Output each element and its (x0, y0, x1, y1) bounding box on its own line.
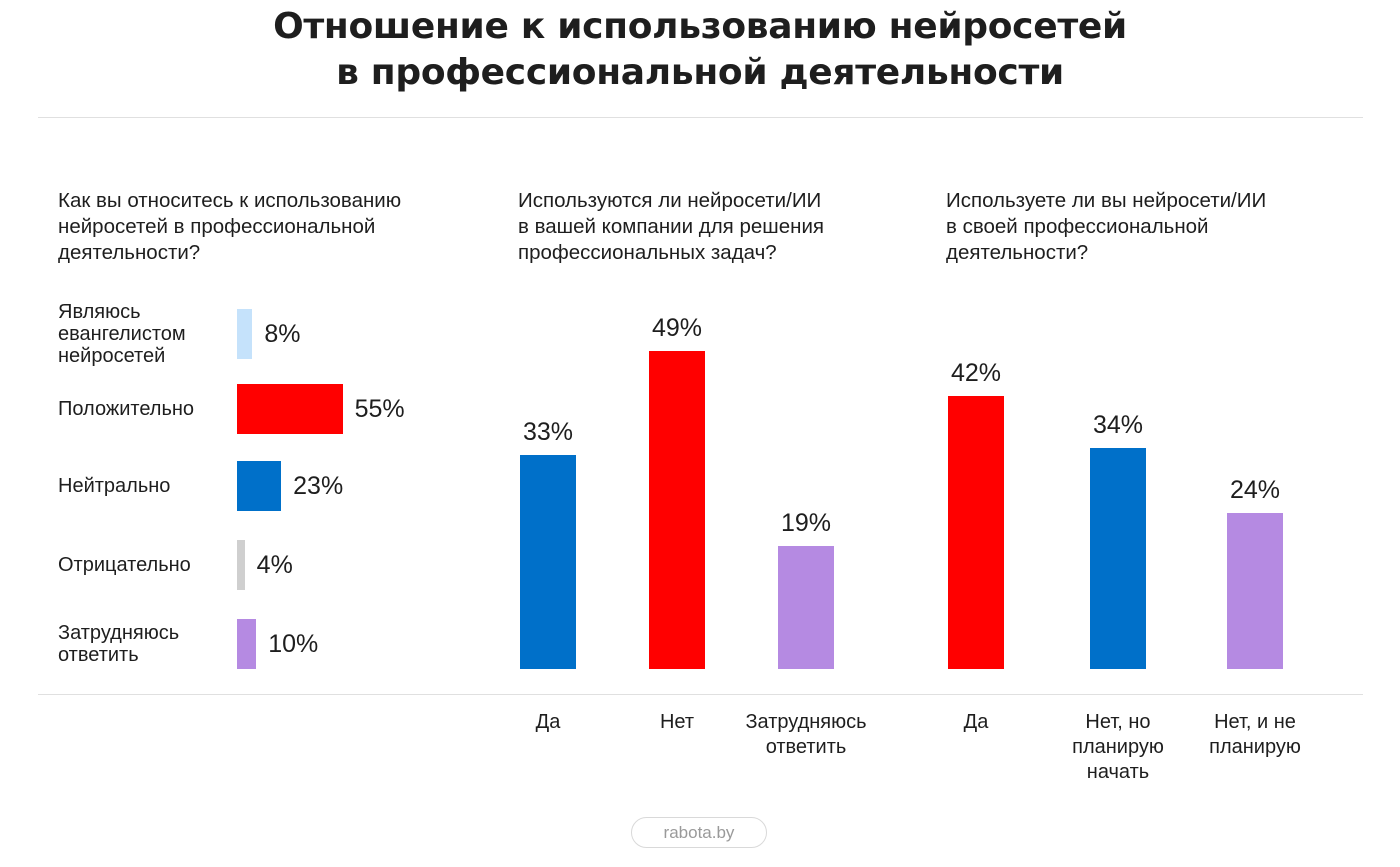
question-3: Используете ли вы нейросети/ИИ в своей п… (946, 188, 1266, 266)
bar-value-label: 24% (1229, 476, 1281, 504)
question-3-line: в своей профессиональной (946, 215, 1209, 238)
bar-category-label-line: нейросетей (58, 345, 166, 367)
bar (237, 619, 257, 669)
question-1-line: деятельности? (58, 241, 201, 264)
bar-value-label: 49% (651, 313, 703, 342)
bar-category-label-line: ответить (58, 644, 139, 666)
bar-category-label-line: планирую (1072, 736, 1164, 758)
bar-category-label: Затрудняюсь ответить (716, 710, 896, 760)
baseline-divider (38, 694, 1363, 695)
bar-value-label: 55% (354, 395, 405, 423)
question-2-line: в вашей компании для решения (518, 215, 824, 238)
question-2-line: профессиональных задач? (518, 241, 777, 264)
bar-category-label-line: Затрудняюсь (745, 711, 867, 733)
bar-value-label: 33% (522, 417, 574, 446)
bar (520, 454, 576, 669)
chart-title-line-2: в профессиональной деятельности (336, 52, 1064, 93)
bar (237, 540, 245, 590)
bar-category-label-line: ответить (765, 736, 847, 758)
bar (237, 309, 253, 359)
bar-category-label-line: Нет, и не (1214, 711, 1296, 733)
question-1-line: Как вы относитесь к использованию (58, 189, 402, 212)
bar-category-label: Положительно (58, 369, 228, 449)
top-divider (38, 117, 1363, 118)
bar-category-label: Затрудняюсь ответить (58, 604, 228, 684)
bar-value-label: 10% (268, 630, 319, 658)
question-2-line: Используются ли нейросети/ИИ (518, 189, 822, 212)
question-3-line: Используете ли вы нейросети/ИИ (946, 189, 1267, 212)
question-1: Как вы относитесь к использованию нейрос… (58, 188, 401, 266)
bar (1090, 448, 1146, 669)
bar-category-label: Да (458, 710, 638, 735)
bar-category-label-line: Являюсь (58, 301, 141, 323)
question-2: Используются ли нейросети/ИИ в вашей ком… (518, 188, 824, 266)
bar (649, 350, 705, 669)
bar-value-label: 19% (780, 508, 832, 537)
bar-category-label: Отрицательно (58, 525, 228, 605)
bar-category-label-line: Да (535, 711, 561, 733)
bar-value-label: 4% (256, 551, 293, 579)
bar-category-label: Да (886, 710, 1066, 735)
bar-value-label: 23% (293, 472, 344, 500)
bar-category-label-line: Положительно (58, 398, 195, 420)
bar-category-label-line: Да (963, 711, 989, 733)
bar-category-label-line: планирую (1209, 736, 1301, 758)
source-badge: rabota.by (631, 817, 767, 848)
bar (948, 396, 1004, 669)
bar-value-label: 42% (950, 359, 1002, 387)
bar-category-label: Нейтрально (58, 446, 228, 526)
bar-category-label-line: евангелистом (58, 323, 186, 345)
bar-category-label-line: Отрицательно (58, 554, 191, 576)
bar-category-label-line: начать (1086, 761, 1150, 783)
bar-category-label-line: Нет (659, 711, 695, 733)
bar (237, 384, 343, 434)
bar-value-label: 8% (264, 320, 301, 348)
chart-title: Отношение к использованию нейросетей в п… (0, 4, 1400, 96)
question-1-line: нейросетей в профессиональной (58, 215, 376, 238)
bar (1227, 513, 1283, 669)
bar-category-label-line: Нейтрально (58, 475, 171, 497)
bar-category-label: Нет, но планирую начать (1028, 710, 1208, 785)
bar-category-label-line: Затрудняюсь (58, 622, 180, 644)
bar (778, 545, 834, 669)
bar-category-label: Являюсь евангелистом нейросетей (58, 294, 228, 374)
bar-category-label: Нет (587, 710, 767, 735)
bar-value-label: 34% (1092, 411, 1144, 439)
bar (237, 461, 282, 511)
chart-title-line-1: Отношение к использованию нейросетей (273, 6, 1127, 47)
question-3-line: деятельности? (946, 241, 1089, 264)
bar-category-label-line: Нет, но (1085, 711, 1151, 733)
bar-category-label: Нет, и не планирую (1165, 710, 1345, 760)
